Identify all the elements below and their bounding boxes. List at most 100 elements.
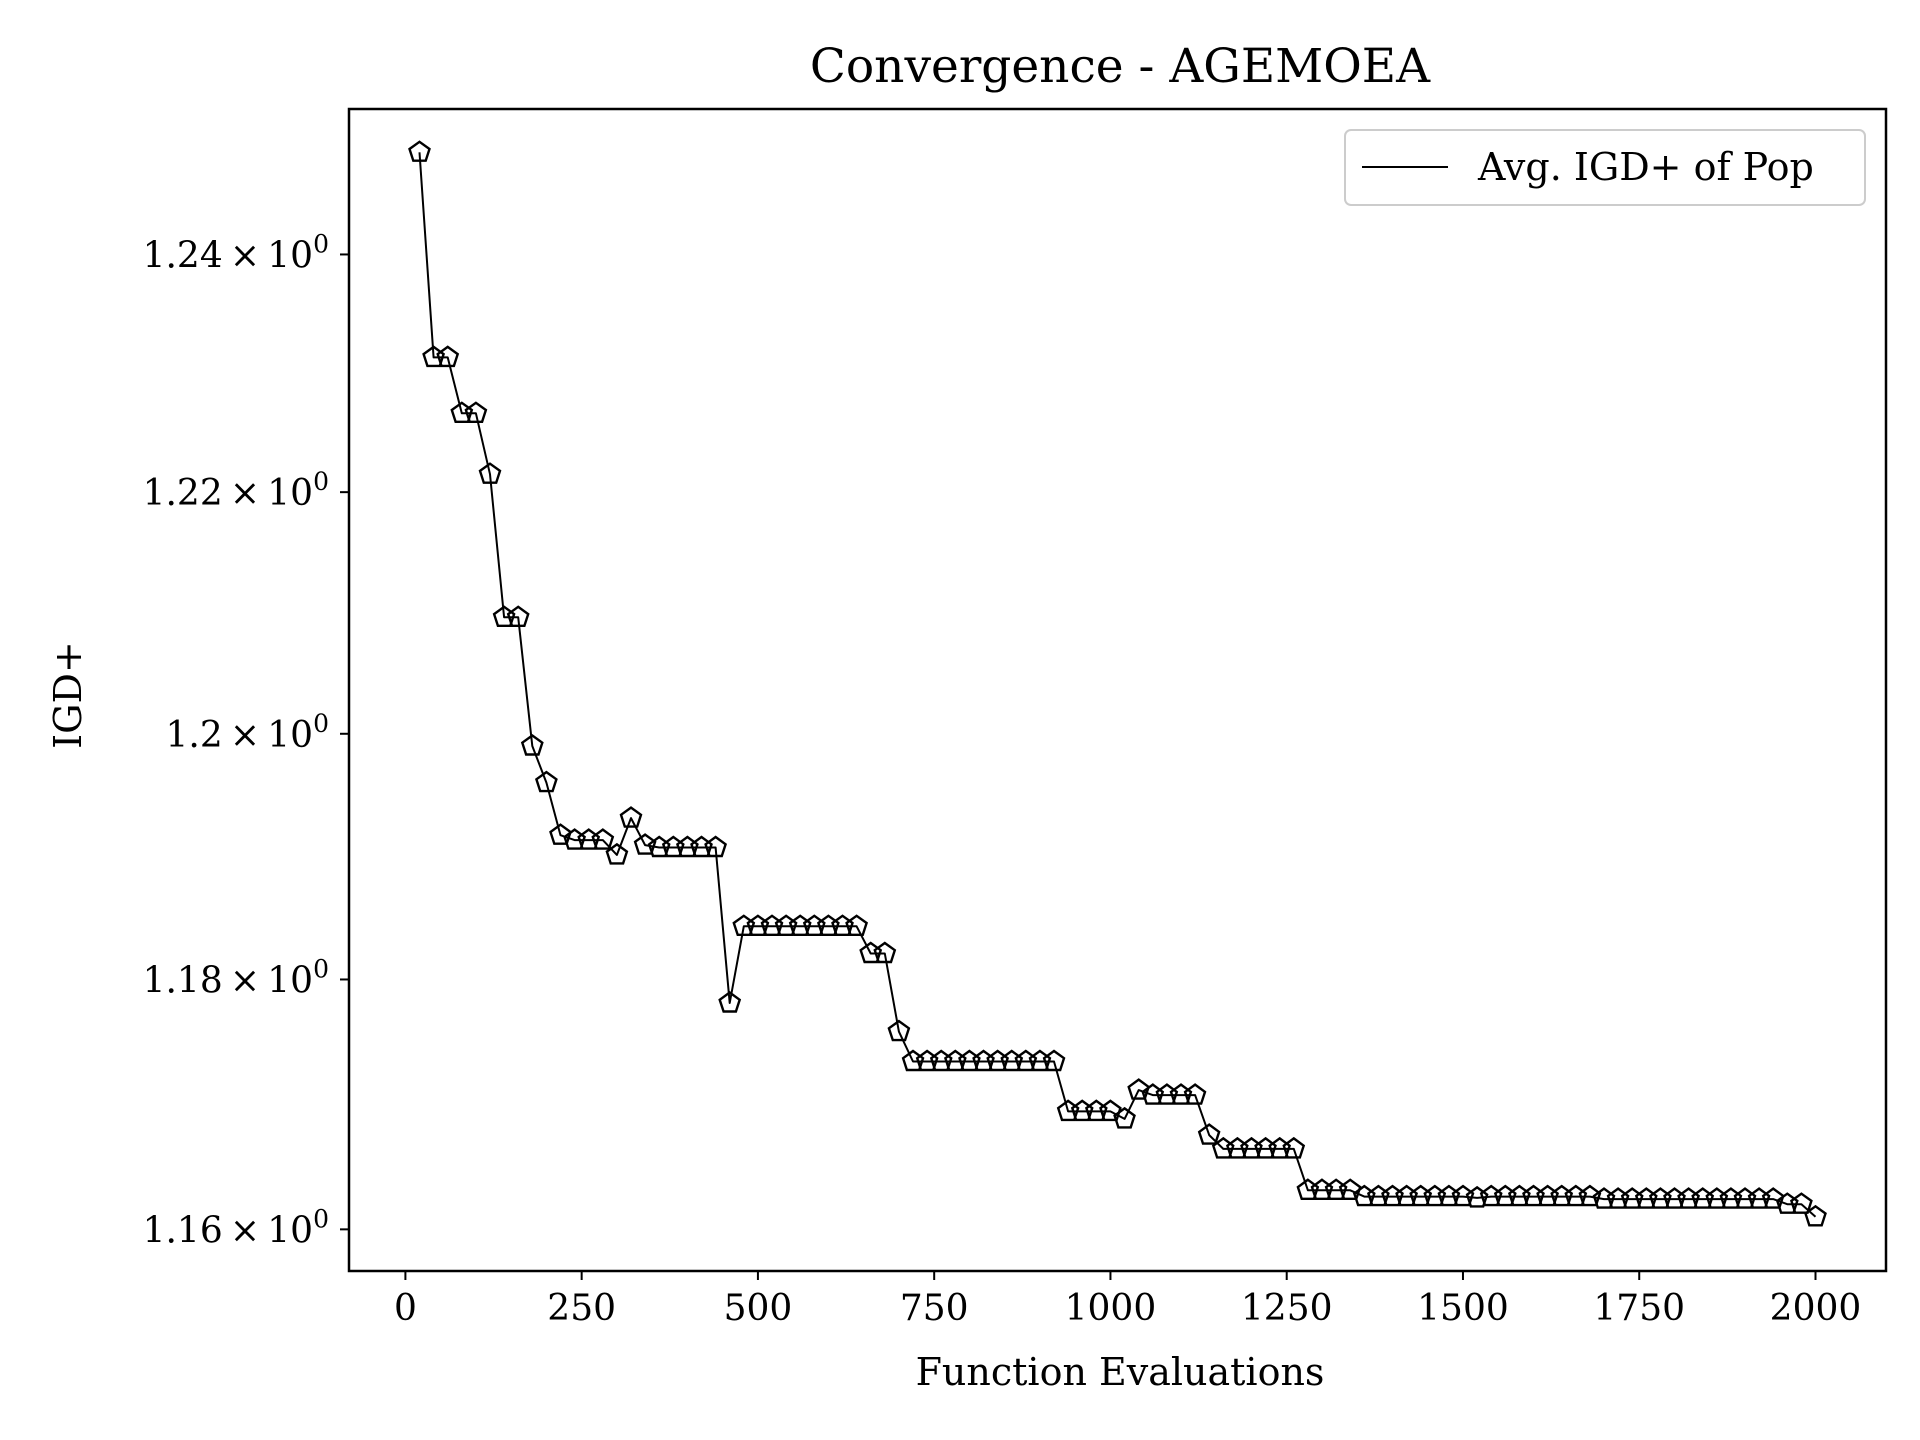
data-point-marker	[675, 835, 699, 858]
data-point-marker	[1282, 1136, 1306, 1159]
data-point-marker	[1705, 1187, 1729, 1209]
data-point-marker	[1338, 1178, 1362, 1201]
data-point-marker	[1240, 1136, 1263, 1159]
data-point-marker	[1465, 1185, 1489, 1208]
data-point-marker	[1352, 1184, 1376, 1207]
data-point-marker	[1324, 1178, 1348, 1201]
data-point-marker	[901, 1049, 925, 1072]
data-point-marker	[1719, 1187, 1743, 1209]
x-tick-label: 500	[724, 1288, 793, 1329]
x-tick-label: 1750	[1593, 1288, 1685, 1329]
y-tick-label: 1.22 × 100	[143, 467, 329, 514]
data-point-marker	[1437, 1184, 1461, 1207]
data-point-marker	[1014, 1049, 1038, 1072]
data-point-marker	[831, 914, 854, 936]
data-point-marker	[1536, 1184, 1560, 1207]
data-point-marker	[1366, 1184, 1390, 1207]
data-point-marker	[958, 1049, 981, 1072]
data-point-marker	[1254, 1136, 1277, 1159]
data-point-marker	[690, 835, 713, 858]
x-tick-label: 250	[547, 1288, 616, 1329]
data-point-marker	[1395, 1184, 1419, 1207]
x-tick-label: 1500	[1417, 1288, 1509, 1329]
data-point-marker	[1225, 1136, 1249, 1159]
data-point-marker	[422, 345, 446, 368]
data-point-marker	[619, 806, 643, 828]
data-point-marker	[1733, 1187, 1757, 1209]
data-point-marker	[661, 835, 685, 858]
data-point-marker	[506, 605, 530, 627]
data-point-marker	[873, 941, 897, 964]
data-point-marker	[1084, 1099, 1108, 1122]
data-point-marker	[1296, 1178, 1320, 1201]
data-point-marker	[408, 140, 431, 162]
data-point-marker	[1099, 1099, 1122, 1122]
data-point-marker	[1747, 1187, 1771, 1209]
y-tick-label: 1.16 × 100	[143, 1204, 329, 1251]
data-point-marker	[1183, 1083, 1207, 1105]
data-point-marker	[732, 914, 756, 936]
data-point-marker	[1550, 1184, 1574, 1207]
chart-title: Convergence - AGEMOEA	[810, 39, 1431, 94]
plot-content	[408, 140, 1827, 1227]
y-tick-label: 1.2 × 100	[165, 709, 329, 756]
data-point-marker	[591, 828, 615, 850]
data-point-marker	[816, 914, 840, 936]
data-point-marker	[859, 941, 883, 964]
data-point-marker	[774, 914, 798, 936]
y-tick-label: 1.24 × 100	[143, 229, 329, 276]
data-point-marker	[1620, 1187, 1644, 1209]
data-point-marker	[1028, 1049, 1052, 1072]
data-point-marker	[1648, 1187, 1672, 1209]
data-point-marker	[1310, 1178, 1334, 1201]
data-point-marker	[1042, 1049, 1066, 1072]
data-point-marker	[1804, 1204, 1827, 1227]
y-axis-label: IGD+	[46, 641, 90, 749]
data-point-marker	[760, 914, 784, 936]
data-point-marker	[929, 1049, 953, 1072]
data-point-marker	[1775, 1192, 1799, 1214]
data-point-marker	[915, 1049, 939, 1072]
data-point-marker	[1691, 1187, 1715, 1209]
plot-frame	[347, 107, 1888, 1273]
data-point-marker	[1479, 1184, 1503, 1207]
data-point-marker	[1522, 1184, 1545, 1207]
data-point-marker	[1409, 1184, 1433, 1207]
legend-box	[1344, 129, 1866, 206]
data-point-marker	[887, 1019, 911, 1042]
data-point-marker	[943, 1049, 967, 1072]
data-point-marker	[464, 401, 488, 423]
data-point-marker	[788, 914, 812, 936]
data-point-marker	[1663, 1187, 1686, 1209]
data-point-marker	[436, 345, 460, 368]
data-point-marker	[746, 914, 770, 936]
x-axis-label: Function Evaluations	[916, 1350, 1325, 1394]
y-tick-label: 1.18 × 100	[143, 954, 329, 1001]
data-point-marker	[534, 770, 558, 793]
data-point-marker	[1155, 1083, 1179, 1105]
data-point-marker	[1381, 1184, 1404, 1207]
x-tick-label: 2000	[1770, 1288, 1862, 1329]
data-point-marker	[1564, 1184, 1588, 1207]
data-point-marker	[478, 462, 502, 484]
data-point-marker	[1070, 1099, 1094, 1122]
data-point-marker	[1677, 1187, 1701, 1209]
data-point-marker	[1268, 1136, 1292, 1159]
data-point-marker	[492, 605, 516, 627]
legend: Avg. IGD+ of Pop	[1344, 129, 1866, 206]
data-point-marker	[1197, 1123, 1221, 1145]
data-point-marker	[1507, 1184, 1531, 1207]
data-point-marker	[1493, 1184, 1517, 1207]
data-point-marker	[704, 835, 728, 858]
x-tick-label: 0	[394, 1288, 417, 1329]
data-point-marker	[718, 991, 742, 1013]
data-point-marker	[1423, 1184, 1447, 1207]
data-point-marker	[647, 835, 671, 858]
x-tick-label: 1000	[1065, 1288, 1157, 1329]
data-point-marker	[1127, 1078, 1151, 1100]
data-point-marker	[1141, 1083, 1165, 1105]
data-point-marker	[1634, 1187, 1658, 1209]
data-point-marker	[1169, 1083, 1193, 1105]
